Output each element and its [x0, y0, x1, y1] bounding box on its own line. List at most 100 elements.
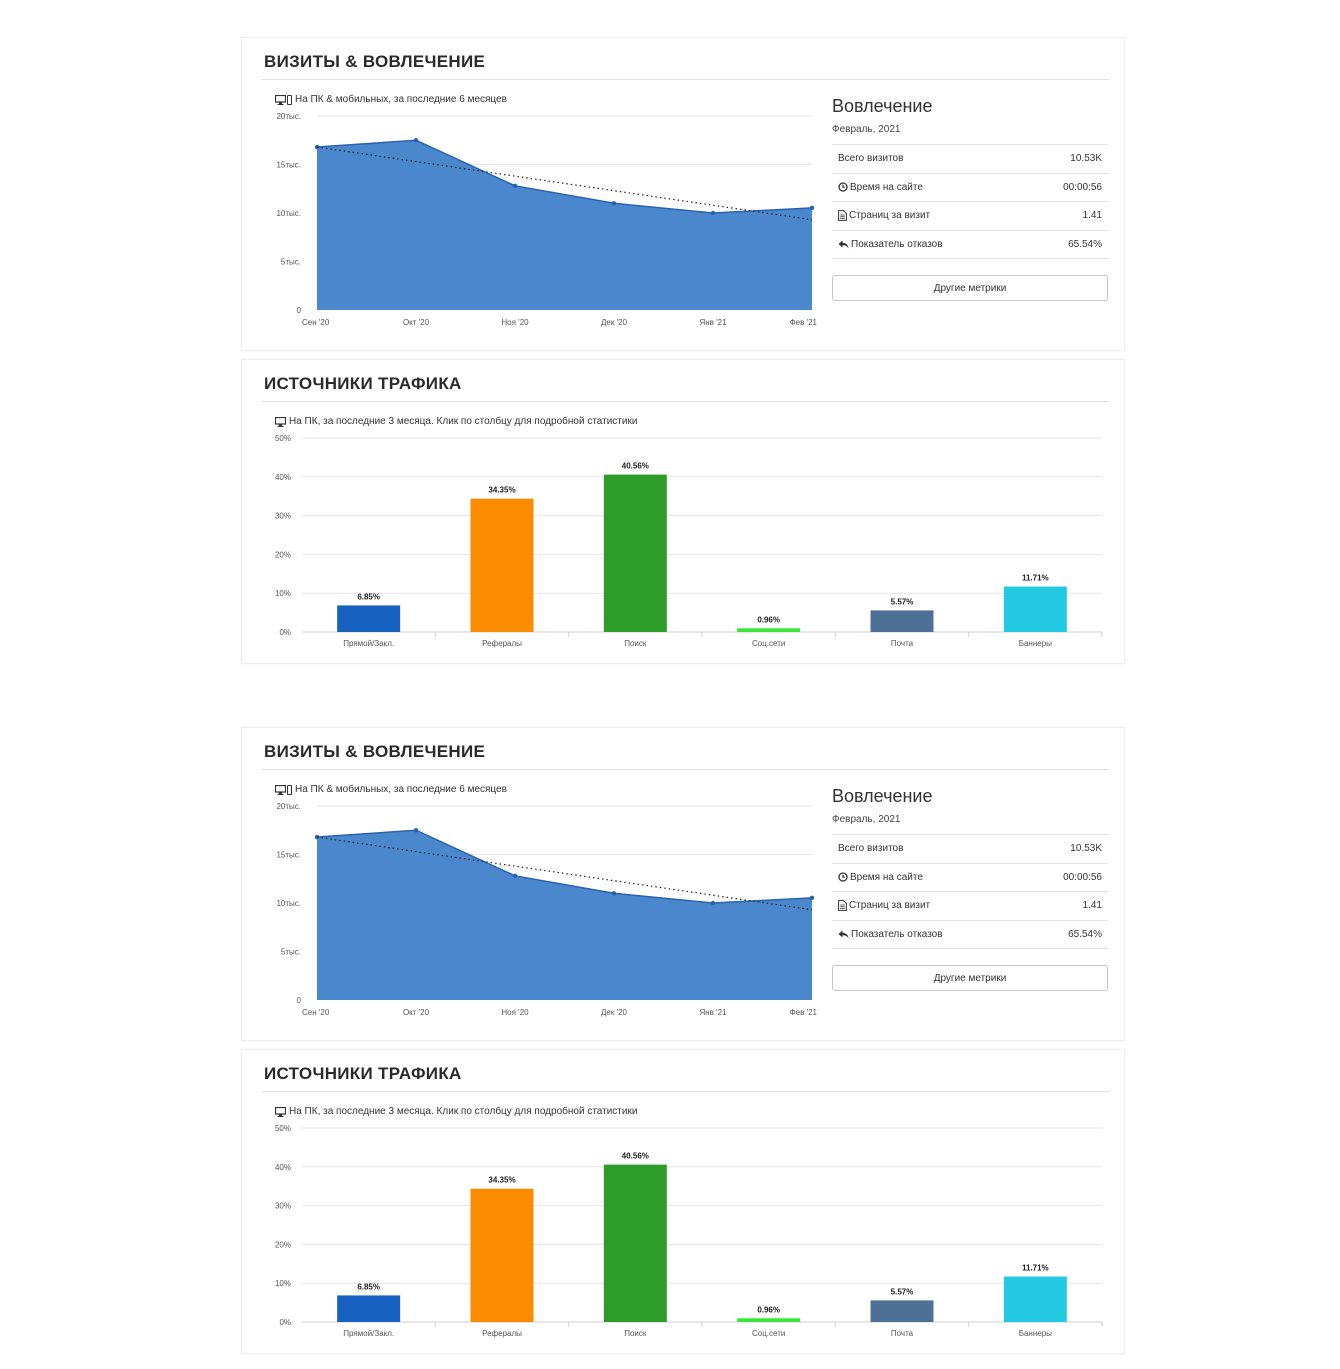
series-line [316, 829, 813, 904]
x-tick-label: Фев '21 [790, 318, 818, 327]
y-tick-label: 15тыс. [276, 161, 301, 170]
engagement-date: Февраль, 2021 [832, 124, 901, 135]
metric-label: Всего визитов [838, 843, 904, 855]
y-tick-label: 20% [275, 1240, 291, 1249]
bar[interactable] [1003, 1276, 1067, 1322]
bar[interactable] [870, 610, 934, 632]
bar[interactable] [1003, 586, 1067, 632]
subtitle-text: На ПК & мобильных, за последние 6 месяце… [295, 784, 507, 795]
visits-engagement-card: ВИЗИТЫ & ВОВЛЕЧЕНИЕ На ПК & мобильных, з… [241, 727, 1125, 1041]
y-tick-label: 10% [275, 1279, 291, 1288]
metric-value: 1.41 [1082, 210, 1102, 222]
engagement-panel: Вовлечение Февраль, 2021 Всего визитов 1… [832, 96, 1109, 301]
bar[interactable] [603, 1164, 667, 1322]
x-tick-label: Ноя '20 [501, 318, 529, 327]
metric-value: 65.54% [1068, 238, 1102, 250]
series-line [316, 139, 813, 214]
bar[interactable] [737, 628, 801, 632]
x-tick-label: Почта [891, 639, 914, 648]
data-point [512, 183, 518, 189]
data-label: 11.71% [1022, 574, 1049, 583]
desktop-icon [275, 784, 286, 795]
data-point [809, 895, 815, 901]
bar[interactable] [337, 1295, 401, 1322]
y-tick-label: 15тыс. [276, 851, 301, 860]
data-label: 0.96% [757, 615, 780, 624]
clock-icon [838, 182, 848, 192]
metric-label: Показатель отказов [851, 238, 943, 250]
x-tick-label: Дек '20 [601, 318, 628, 327]
bar[interactable] [470, 498, 534, 632]
divider [262, 79, 1110, 80]
data-label: 5.57% [891, 597, 914, 606]
data-label: 6.85% [357, 592, 380, 601]
bar[interactable] [337, 605, 401, 632]
metric-row-pages-per-visit: Страниц за визит 1.41 [832, 202, 1108, 231]
x-tick-label: Соц.сети [752, 639, 785, 648]
y-tick-label: 0 [297, 306, 302, 315]
bar[interactable] [870, 1300, 934, 1322]
traffic-sources-card: ИСТОЧНИКИ ТРАФИКА На ПК, за последние 3 … [241, 1049, 1125, 1354]
y-tick-label: 5тыс. [281, 948, 301, 957]
data-point [512, 873, 518, 879]
data-label: 34.35% [488, 1176, 515, 1185]
more-metrics-button[interactable]: Другие метрики [832, 965, 1108, 991]
x-tick-label: Рефералы [482, 1329, 522, 1338]
y-tick-label: 5тыс. [281, 258, 301, 267]
chart-subtitle: На ПК, за последние 3 месяца. Клик по ст… [275, 416, 637, 427]
x-tick-label: Фев '21 [790, 1008, 818, 1017]
metric-label: Время на сайте [850, 181, 923, 193]
more-metrics-button[interactable]: Другие метрики [832, 275, 1108, 301]
y-tick-label: 40% [275, 1163, 291, 1172]
visits-area-chart: 0 5тыс. 10тыс. 15тыс. 20тыс. Сен '20 Окт '20 Но… [276, 112, 818, 327]
data-label: 40.56% [622, 462, 649, 471]
x-tick-label: Почта [891, 1329, 914, 1338]
divider [262, 1091, 1110, 1092]
metric-value: 00:00:56 [1063, 181, 1102, 193]
desktop-icon [275, 1106, 286, 1117]
engagement-table: Всего визитов 10.53K Время на сайте 00:0… [832, 834, 1108, 949]
visits-engagement-card: ВИЗИТЫ & ВОВЛЕЧЕНИЕ На ПК & мобильных, з… [241, 37, 1125, 351]
bar[interactable] [470, 1188, 534, 1322]
metric-label: Страниц за визит [849, 900, 931, 912]
chart-subtitle: На ПК, за последние 3 месяца. Клик по ст… [275, 1106, 637, 1117]
chart-subtitle: На ПК & мобильных, за последние 6 месяце… [275, 784, 507, 795]
y-tick-label: 10% [275, 589, 291, 598]
y-tick-label: 20% [275, 550, 291, 559]
divider [262, 769, 1110, 770]
x-tick-label: Окт '20 [403, 318, 430, 327]
x-tick-label: Сен '20 [302, 318, 330, 327]
y-tick-label: 30% [275, 512, 291, 521]
engagement-panel: Вовлечение Февраль, 2021 Всего визитов 1… [832, 786, 1109, 991]
y-tick-label: 50% [275, 434, 291, 443]
x-tick-label: Баннеры [1019, 1329, 1052, 1338]
engagement-title: Вовлечение [832, 96, 933, 116]
mobile-icon [287, 94, 292, 105]
reply-icon [838, 240, 849, 249]
traffic-bar-chart[interactable]: 0% 10% 20% 30% 40% 50% 6.85% Прямой/Закл. 34.35%… [262, 1120, 1112, 1350]
y-tick-label: 50% [275, 1124, 291, 1133]
subtitle-text: На ПК, за последние 3 месяца. Клик по ст… [289, 1106, 638, 1117]
metric-label: Время на сайте [850, 871, 923, 883]
data-point [413, 828, 419, 833]
traffic-bar-chart[interactable]: 0% 10% 20% 30% 40% 50% 6.85% Прямой/Закл. 34.35%… [262, 430, 1112, 660]
traffic-sources-card: ИСТОЧНИКИ ТРАФИКА На ПК, за последние 3 … [241, 359, 1125, 664]
bar[interactable] [737, 1318, 801, 1322]
y-tick-label: 40% [275, 473, 291, 482]
metric-value: 00:00:56 [1063, 871, 1102, 883]
y-tick-label: 0 [297, 996, 302, 1005]
clock-icon [838, 872, 848, 882]
x-tick-label: Соц.сети [752, 1329, 785, 1338]
metric-value: 65.54% [1068, 928, 1102, 940]
x-tick-label: Янв '21 [699, 1008, 727, 1017]
x-tick-label: Поиск [624, 1329, 647, 1338]
bar[interactable] [603, 474, 667, 632]
mobile-icon [287, 784, 292, 795]
card-title: ВИЗИТЫ & ВОВЛЕЧЕНИЕ [264, 52, 486, 71]
metric-row-time-on-site: Время на сайте 00:00:56 [832, 864, 1108, 892]
x-tick-label: Окт '20 [403, 1008, 430, 1017]
metric-label: Показатель отказов [851, 928, 943, 940]
data-label: 11.71% [1022, 1264, 1049, 1273]
metric-value: 1.41 [1082, 900, 1102, 912]
x-tick-label: Поиск [624, 639, 647, 648]
